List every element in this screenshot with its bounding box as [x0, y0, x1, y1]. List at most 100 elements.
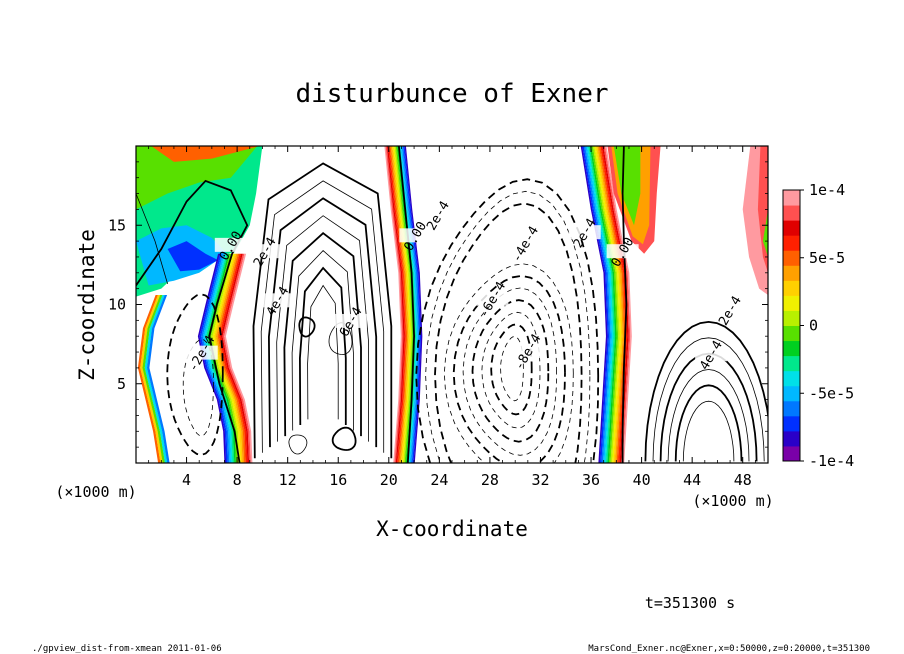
contour-label-bg [248, 244, 281, 259]
field-band [222, 253, 251, 463]
contour-label-bg [568, 225, 601, 240]
contour-label-bg [185, 345, 218, 360]
field-band [214, 253, 243, 463]
contour-label-bg [476, 291, 509, 306]
field-band [197, 253, 227, 463]
colorbar-tick-label: 5e-5 [809, 249, 845, 267]
colorbar-segment [783, 205, 800, 221]
colorbar-segment [783, 385, 800, 402]
colorbar-tick-label: -1e-4 [809, 452, 854, 470]
x-axis: 4 8 12 16 20 24 28 32 36 40 44 48 [148, 146, 756, 489]
x-tick-label: 48 [734, 471, 752, 489]
field-band [204, 253, 233, 463]
field-band [211, 253, 240, 463]
contour-negative [471, 299, 550, 443]
x-tick-label: 12 [279, 471, 297, 489]
contour-label-bg [695, 347, 728, 362]
colorbar-segment [783, 415, 800, 432]
colorbar-segment [783, 400, 800, 417]
colorbar-segment [783, 430, 800, 447]
footer-right: MarsCond_Exner.nc@Exner,x=0:50000,z=0:20… [588, 644, 870, 654]
contour-negative [481, 311, 541, 429]
x-tick-label: 28 [481, 471, 499, 489]
contour-label-bg [334, 313, 367, 328]
colorbar-segment [783, 250, 800, 266]
field-band [220, 253, 250, 463]
colorbar-tick-label: 1e-4 [809, 181, 845, 199]
x-tick-label: 4 [182, 471, 191, 489]
contour-positive [288, 434, 308, 455]
field-region [151, 146, 260, 162]
chart-title: disturbunce of Exner [295, 79, 608, 109]
contour-positive [307, 284, 339, 420]
x-axis-label: X-coordinate [376, 517, 528, 541]
contour-negative [452, 274, 566, 463]
contour-label-bg [606, 244, 639, 259]
contour-positive [298, 266, 347, 426]
field-region [136, 146, 258, 210]
colorbar [782, 189, 801, 462]
colorbar-segment [783, 445, 800, 462]
contour-zero [136, 193, 168, 285]
contour-zero [621, 146, 628, 463]
contour-positive [674, 384, 743, 462]
contour-positive [267, 197, 378, 448]
contour-positive [682, 400, 735, 462]
field-region [167, 241, 219, 272]
contour-label-bg [399, 228, 432, 243]
field-band [142, 294, 166, 463]
colorbar-segment [783, 370, 800, 387]
contour-positive [283, 232, 362, 437]
contour-label-bg [214, 237, 247, 252]
contour-negative [434, 202, 583, 463]
y-axis: 5 10 15 [108, 161, 768, 448]
x-tick-label: 36 [582, 471, 600, 489]
contour-positive [260, 180, 385, 453]
field-band [217, 253, 246, 463]
colorbar-segment [783, 355, 800, 372]
y-tick-label: 15 [108, 216, 126, 234]
contour-label-bg [509, 236, 542, 251]
colorbar-tick-label: -5e-5 [809, 384, 854, 402]
x-tick-label: 24 [430, 471, 448, 489]
field-band [140, 294, 163, 463]
field-band [146, 294, 170, 463]
field-band [215, 253, 245, 463]
contour-label-bg [511, 344, 544, 359]
colorbar-segment [783, 235, 800, 251]
contour-label-bg [261, 293, 294, 308]
contour-positive [252, 162, 393, 459]
field-region [762, 209, 768, 257]
contour-negative [500, 336, 524, 402]
x-tick-label: 40 [633, 471, 651, 489]
contour-positive [276, 215, 369, 442]
x-tick-label: 8 [233, 471, 242, 489]
x-tick-label: 20 [380, 471, 398, 489]
contour-positive [331, 426, 357, 451]
field-band [202, 253, 232, 463]
field-band [137, 294, 161, 463]
colorbar-segment [783, 310, 800, 326]
y-axis-label: Z-coordinate [75, 229, 99, 381]
colorbar-tick-label: 0 [809, 317, 818, 335]
time-label: t=351300 s [645, 594, 735, 612]
contour-zero [398, 146, 416, 463]
contour-positive [298, 316, 316, 338]
y-tick-label: 10 [108, 296, 126, 314]
contour-negative [462, 287, 557, 456]
contour-positive [644, 320, 768, 462]
contour-label-bg [714, 302, 747, 317]
field-band [199, 253, 228, 463]
field-band [209, 253, 238, 463]
field-band [201, 253, 230, 463]
contour-label-bg [422, 207, 455, 222]
shaded-field [136, 146, 768, 463]
contour-positive [652, 337, 765, 462]
x-tick-label: 32 [531, 471, 549, 489]
colorbar-segment [783, 280, 800, 296]
colorbar-segment [783, 265, 800, 281]
contour-positive [667, 369, 750, 462]
